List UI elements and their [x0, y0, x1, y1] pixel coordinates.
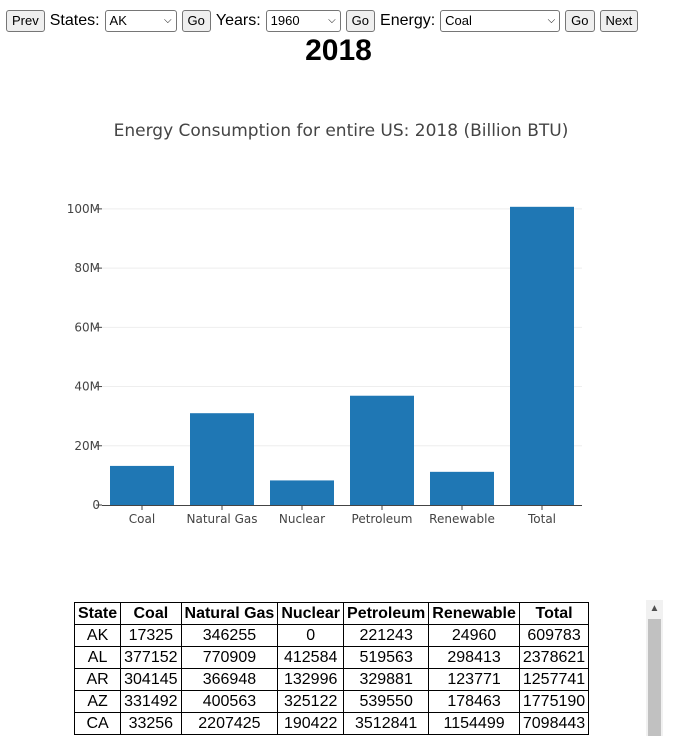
table-cell: AL: [73, 646, 122, 669]
table-cell: 609783: [518, 624, 590, 647]
chevron-down-icon: ⌵: [547, 15, 556, 26]
table-cell: 400563: [180, 690, 279, 713]
state-go-button[interactable]: Go: [181, 10, 211, 32]
column-header: Nuclear: [277, 602, 345, 625]
y-tick-label: 40M: [74, 380, 100, 394]
energy-bar-chart: Energy Consumption for entire US: 2018 (…: [67, 121, 582, 526]
table-cell: 304145: [120, 668, 182, 691]
table-cell: 329881: [343, 668, 430, 691]
states-label: States:: [49, 12, 100, 29]
table-cell: 298413: [428, 646, 520, 669]
table-cell: 33256: [120, 712, 182, 735]
chart-y-axis: 0 20M 40M 60M 80M 100M: [67, 202, 102, 512]
table-cell: 7098443: [518, 712, 590, 735]
table-cell: 0: [277, 624, 345, 647]
x-tick-label: Total: [527, 512, 556, 526]
table-row: CA 33256 2207425 190422 3512841 1154499 709844…: [73, 712, 590, 735]
table-cell: AR: [73, 668, 122, 691]
table-cell: 1154499: [428, 712, 520, 735]
table-row: AZ 331492 400563 325122 539550 178463 1775190: [73, 690, 590, 713]
table-cell: 17325: [120, 624, 182, 647]
state-select-value: AK: [109, 13, 127, 28]
chevron-down-icon: ⌵: [163, 15, 172, 26]
x-tick-label: Nuclear: [279, 512, 325, 526]
column-header: Coal: [120, 602, 182, 625]
bar-nuclear: [270, 480, 334, 505]
table-cell: 346255: [180, 624, 279, 647]
year-go-button[interactable]: Go: [345, 10, 376, 32]
next-button[interactable]: Next: [599, 10, 639, 32]
table-row: AL 377152 770909 412584 519563 298413 2378621: [73, 646, 590, 669]
chevron-down-icon: ⌵: [328, 15, 336, 26]
energy-select[interactable]: Coal ⌵: [440, 10, 561, 32]
table-cell: 377152: [120, 646, 182, 669]
column-header: Total: [518, 602, 590, 625]
table-cell: 519563: [343, 646, 430, 669]
scrollbar-thumb[interactable]: [648, 619, 661, 736]
energy-select-value: Coal: [445, 13, 472, 28]
chart-x-axis: Coal Natural Gas Nuclear Petroleum Renewable…: [129, 505, 556, 526]
x-tick-label: Renewable: [429, 512, 495, 526]
table-cell: CA: [73, 712, 122, 735]
table-cell: 3512841: [343, 712, 430, 735]
year-select[interactable]: 1960 ⌵: [265, 10, 341, 32]
table-row: AK 17325 346255 0 221243 24960 609783: [73, 624, 590, 647]
table-cell: 221243: [343, 624, 430, 647]
chart-gridlines: [102, 208, 582, 447]
year-select-value: 1960: [270, 13, 300, 28]
bar-total: [510, 206, 574, 505]
table-row: AR 304145 366948 132996 329881 123771 1257741: [73, 668, 590, 691]
table-cell: 123771: [428, 668, 520, 691]
year-heading: 2018: [305, 34, 372, 67]
table-cell: 190422: [277, 712, 345, 735]
table-cell: 412584: [277, 646, 345, 669]
column-header: Natural Gas: [180, 602, 279, 625]
bar-petroleum: [350, 395, 414, 505]
y-tick-label: 60M: [74, 320, 100, 334]
table-cell: 1775190: [518, 690, 590, 713]
table-header-row: State Coal Natural Gas Nuclear Petroleum Rene…: [73, 602, 590, 625]
y-tick-label: 80M: [74, 261, 100, 275]
table-cell: 2207425: [180, 712, 279, 735]
scrollbar[interactable]: ▲: [646, 600, 663, 736]
consumption-table: State Coal Natural Gas Nuclear Petroleum Rene…: [73, 602, 590, 735]
table-cell: 2378621: [518, 646, 590, 669]
table-cell: AZ: [73, 690, 122, 713]
table-cell: 331492: [120, 690, 182, 713]
y-tick-label: 100M: [67, 202, 100, 216]
x-tick-label: Petroleum: [352, 512, 413, 526]
prev-button[interactable]: Prev: [6, 10, 45, 32]
energy-label: Energy:: [380, 12, 436, 29]
table-cell: 770909: [180, 646, 279, 669]
x-tick-label: Natural Gas: [187, 512, 258, 526]
state-select[interactable]: AK ⌵: [104, 10, 177, 32]
chart-title: Energy Consumption for entire US: 2018 (…: [114, 121, 569, 141]
column-header: Renewable: [428, 602, 520, 625]
toolbar: Prev States: AK ⌵ Go Years: 1960 ⌵ Go En…: [6, 9, 639, 33]
bar-natural-gas: [190, 413, 254, 505]
table-cell: 178463: [428, 690, 520, 713]
table-cell: 325122: [277, 690, 345, 713]
table-cell: 1257741: [518, 668, 590, 691]
column-header: Petroleum: [343, 602, 430, 625]
table-cell: 132996: [277, 668, 345, 691]
y-tick-label: 20M: [74, 439, 100, 453]
years-label: Years:: [215, 12, 261, 29]
bar-coal: [110, 465, 174, 505]
scroll-up-arrow-icon[interactable]: ▲: [649, 603, 660, 614]
table-cell: AK: [73, 624, 122, 647]
table-cell: 366948: [180, 668, 279, 691]
y-tick-label: 0: [92, 498, 100, 512]
x-tick-label: Coal: [129, 512, 155, 526]
table-cell: 539550: [343, 690, 430, 713]
bar-renewable: [430, 471, 494, 505]
chart-bars: [110, 206, 574, 505]
column-header: State: [73, 602, 122, 625]
table-cell: 24960: [428, 624, 520, 647]
energy-go-button[interactable]: Go: [565, 10, 595, 32]
